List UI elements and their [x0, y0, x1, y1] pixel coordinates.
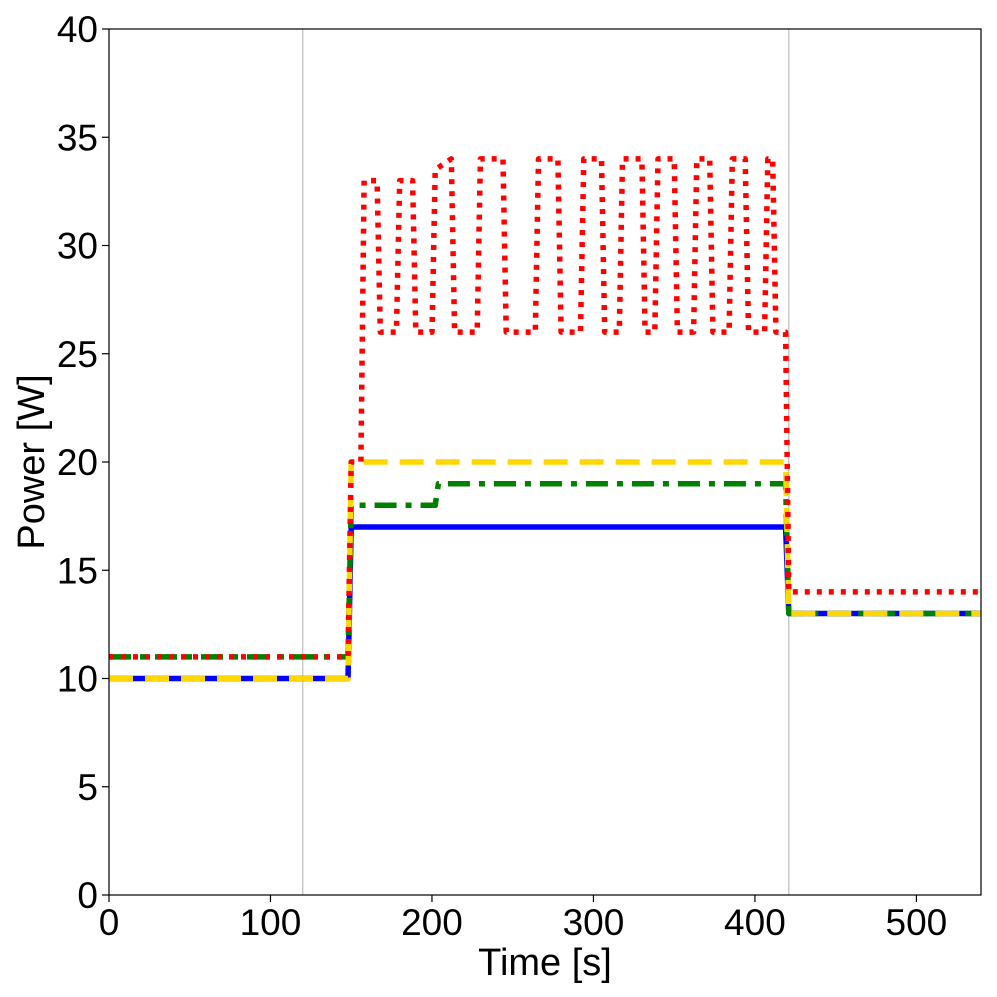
x-tick-label: 200 [401, 902, 463, 943]
series-line-3 [109, 156, 981, 660]
reference-lines [302, 29, 790, 895]
y-tick-label: 40 [57, 9, 98, 50]
x-tick-label: 400 [724, 902, 786, 943]
y-tick-label: 0 [77, 875, 98, 916]
series-line-1 [109, 480, 981, 660]
series-group [109, 156, 981, 682]
x-axis-label: Time [s] [478, 942, 612, 984]
x-axis-ticks: 0 100 200 300 400 500 [99, 895, 948, 943]
x-tick-label: 0 [99, 902, 120, 943]
y-axis-label: Power [W] [11, 374, 53, 549]
y-axis-ticks: 0 5 10 15 20 25 30 35 40 [57, 9, 109, 916]
x-tick-label: 100 [240, 902, 302, 943]
x-tick-label: 300 [563, 902, 625, 943]
y-tick-label: 10 [57, 659, 98, 700]
y-tick-label: 30 [57, 226, 98, 267]
y-tick-label: 15 [57, 550, 98, 591]
y-tick-label: 25 [57, 334, 98, 375]
series-line-0 [109, 524, 981, 682]
series-line-2 [109, 459, 981, 682]
y-tick-label: 5 [77, 767, 98, 808]
x-tick-label: 500 [886, 902, 948, 943]
y-tick-label: 20 [57, 442, 98, 483]
y-tick-label: 35 [57, 117, 98, 158]
